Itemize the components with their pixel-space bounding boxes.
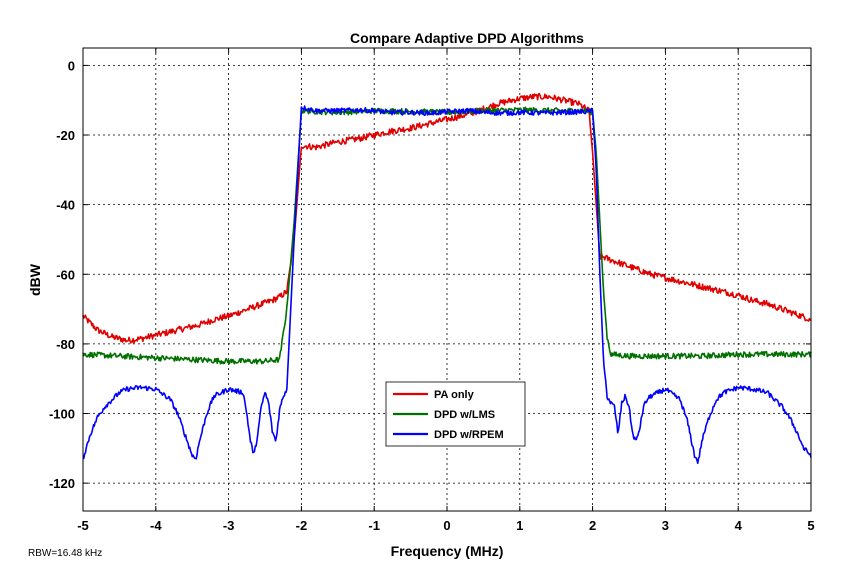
y-tick-label: -20 xyxy=(56,128,75,143)
x-tick-label: 4 xyxy=(735,518,743,533)
x-tick-label: 0 xyxy=(443,518,450,533)
chart-title: Compare Adaptive DPD Algorithms xyxy=(350,30,584,46)
x-tick-label: -3 xyxy=(223,518,235,533)
x-tick-label: 3 xyxy=(662,518,669,533)
legend: PA only DPD w/LMS DPD w/RPEM xyxy=(385,381,526,447)
y-tick-label: -80 xyxy=(56,337,75,352)
x-tick-label: -2 xyxy=(296,518,308,533)
axis-ticks: -5 -4 -3 -2 -1 0 1 2 3 4 5 0 -20 -40 -60 -80 -100 -120 xyxy=(49,48,815,533)
x-tick-label: -5 xyxy=(77,518,89,533)
y-tick-label: -40 xyxy=(56,198,75,213)
y-tick-label: -60 xyxy=(56,267,75,282)
y-axis-label: dBW xyxy=(27,263,43,296)
y-tick-label: -120 xyxy=(49,476,75,491)
legend-label-dpd-rpem: DPD w/RPEM xyxy=(434,429,504,441)
x-tick-label: 1 xyxy=(516,518,523,533)
legend-label-pa-only: PA only xyxy=(434,389,475,401)
legend-label-dpd-lms: DPD w/LMS xyxy=(434,409,495,421)
y-tick-label: 0 xyxy=(68,58,75,73)
y-tick-label: -100 xyxy=(49,407,75,422)
x-tick-label: -1 xyxy=(368,518,380,533)
data-series xyxy=(82,92,812,465)
x-tick-label: 5 xyxy=(807,518,814,533)
grid-lines xyxy=(83,48,811,511)
x-tick-label: -4 xyxy=(150,518,162,533)
x-axis-label: Frequency (MHz) xyxy=(391,543,504,559)
rbw-footnote: RBW=16.48 kHz xyxy=(28,548,102,559)
series-line-pa-only xyxy=(82,92,812,344)
x-tick-label: 2 xyxy=(589,518,596,533)
series-line-dpd-w-rpem xyxy=(82,105,812,465)
